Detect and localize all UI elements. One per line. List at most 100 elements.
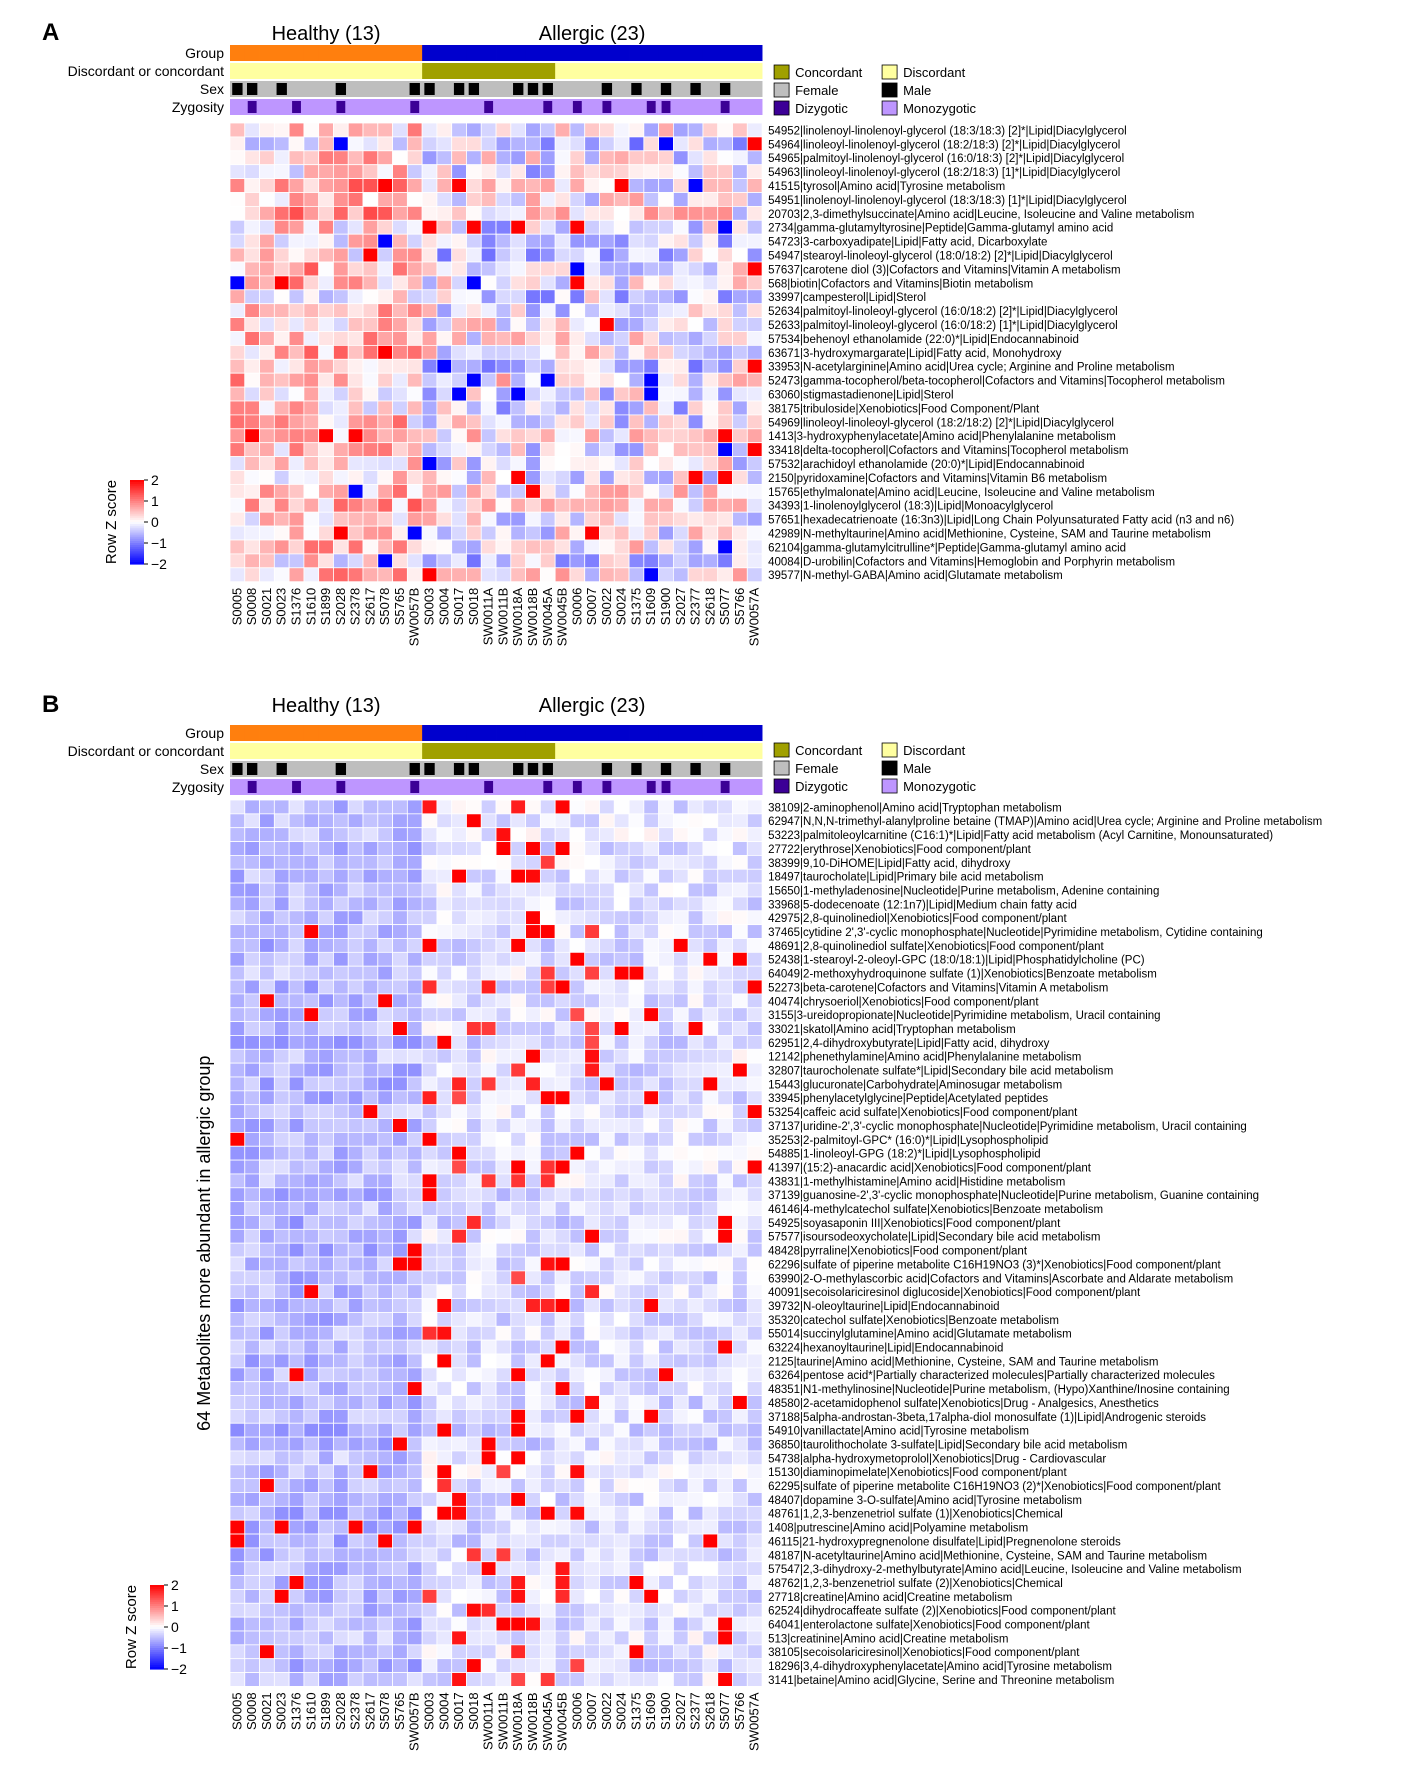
- heatmap-cell: [673, 289, 689, 305]
- heatmap-cell: [510, 896, 527, 912]
- heatmap-cell: [658, 813, 674, 829]
- heatmap-cell: [525, 1118, 541, 1133]
- row-label: 35253|2-palmitoyl-GPC* (16:0)*|Lipid|Lys…: [768, 1135, 1048, 1147]
- heatmap-cell: [525, 331, 541, 346]
- heatmap-cell: [673, 525, 689, 541]
- heatmap-cell: [539, 275, 556, 291]
- heatmap-cell: [732, 979, 748, 995]
- heatmap-cell: [229, 993, 246, 1009]
- heatmap-cell: [451, 261, 467, 277]
- heatmap-cell: [746, 511, 763, 527]
- row-label: 2150|pyridoxamine|Cofactors and Vitamins…: [768, 473, 1107, 485]
- heatmap-cell: [288, 882, 305, 898]
- heatmap-cell: [333, 1422, 349, 1438]
- heatmap-cell: [288, 868, 305, 884]
- heatmap-cell: [377, 1104, 393, 1119]
- heatmap-cell: [480, 1630, 497, 1646]
- heatmap-cell: [732, 553, 748, 569]
- heatmap-cell: [673, 1298, 689, 1313]
- heatmap-cell: [288, 1090, 305, 1106]
- heatmap-cell: [480, 456, 497, 471]
- heatmap-cell: [525, 1021, 541, 1036]
- heatmap-cell: [599, 1159, 615, 1175]
- heatmap-cell: [406, 470, 423, 485]
- heatmap-cell: [421, 122, 438, 138]
- heatmap-cell: [658, 896, 674, 912]
- heatmap-cell: [584, 1478, 600, 1493]
- colorbar-title: Row Z score: [103, 480, 120, 564]
- heatmap-cell: [643, 247, 660, 263]
- heatmap-cell: [273, 1215, 290, 1230]
- heatmap-cell: [746, 1644, 763, 1660]
- legend-swatch-monozygotic: [881, 100, 898, 116]
- heatmap-cell: [333, 289, 349, 305]
- heatmap-cell: [303, 1616, 320, 1632]
- heatmap-cell: [259, 205, 275, 221]
- heatmap-cell: [259, 813, 275, 829]
- heatmap-cell: [599, 178, 615, 193]
- heatmap-cell: [406, 1159, 423, 1175]
- heatmap-cell: [436, 979, 453, 995]
- heatmap-cell: [554, 1256, 571, 1272]
- colorbar-swatch: [130, 543, 144, 546]
- panel-label: A: [42, 19, 59, 46]
- heatmap-cell: [495, 951, 512, 967]
- heatmap-cell: [377, 1270, 393, 1286]
- heatmap-cell: [717, 1395, 733, 1410]
- heatmap-cell: [273, 1478, 290, 1493]
- heatmap-cell: [732, 1353, 748, 1369]
- heatmap-cell: [702, 1215, 719, 1230]
- heatmap-cell: [303, 136, 320, 152]
- heatmap-cell: [466, 1672, 482, 1687]
- heatmap-cell: [229, 1492, 246, 1507]
- heatmap-cell: [525, 1228, 541, 1244]
- heatmap-cell: [333, 882, 349, 898]
- heatmap-cell: [288, 1561, 305, 1577]
- group-cell: [717, 725, 733, 741]
- heatmap-cell: [628, 331, 645, 346]
- heatmap-cell: [466, 442, 482, 458]
- heatmap-cell: [406, 1450, 423, 1466]
- heatmap-cell: [421, 1367, 438, 1383]
- heatmap-cell: [525, 827, 541, 842]
- heatmap-cell: [746, 979, 763, 995]
- heatmap-cell: [273, 1284, 290, 1300]
- heatmap-cell: [229, 1630, 246, 1646]
- heatmap-cell: [732, 1505, 748, 1521]
- heatmap-cell: [643, 868, 660, 884]
- heatmap-cell: [333, 1505, 349, 1521]
- heatmap-cell: [673, 1076, 689, 1092]
- row-label: 62104|gamma-glutamylcitrulline*|Peptide|…: [768, 542, 1126, 554]
- colorbar-swatch: [150, 1618, 164, 1622]
- heatmap-cell: [244, 567, 260, 583]
- heatmap-cell: [687, 233, 704, 249]
- heatmap-cell: [421, 1062, 438, 1078]
- heatmap-cell: [658, 1201, 674, 1216]
- heatmap-cell: [687, 483, 704, 499]
- sample-label: S2377: [688, 1692, 703, 1730]
- heatmap-cell: [746, 136, 763, 152]
- heatmap-cell: [451, 553, 467, 569]
- heatmap-cell: [333, 178, 349, 193]
- heatmap-cell: [732, 1035, 748, 1050]
- colorbar-swatch: [150, 1643, 164, 1647]
- heatmap-cell: [702, 400, 719, 416]
- heatmap-cell: [613, 1007, 630, 1023]
- heatmap-cell: [436, 813, 453, 829]
- heatmap-cell: [613, 841, 630, 856]
- heatmap-cell: [702, 1048, 719, 1064]
- heatmap-cell: [628, 164, 645, 179]
- heatmap-cell: [673, 164, 689, 179]
- concordance-cell: [274, 743, 290, 759]
- sample-label: S5077: [717, 1692, 732, 1730]
- heatmap-cell: [613, 1367, 630, 1383]
- group-cell: [747, 45, 763, 61]
- heatmap-cell: [717, 1104, 733, 1119]
- heatmap-cell: [303, 1256, 320, 1272]
- heatmap-cell: [569, 1505, 586, 1521]
- sex-male-mark: [719, 83, 731, 95]
- heatmap-cell: [347, 1395, 364, 1410]
- heatmap-cell: [732, 1658, 748, 1673]
- sample-label: S0005: [229, 1692, 244, 1730]
- heatmap-cell: [392, 428, 408, 444]
